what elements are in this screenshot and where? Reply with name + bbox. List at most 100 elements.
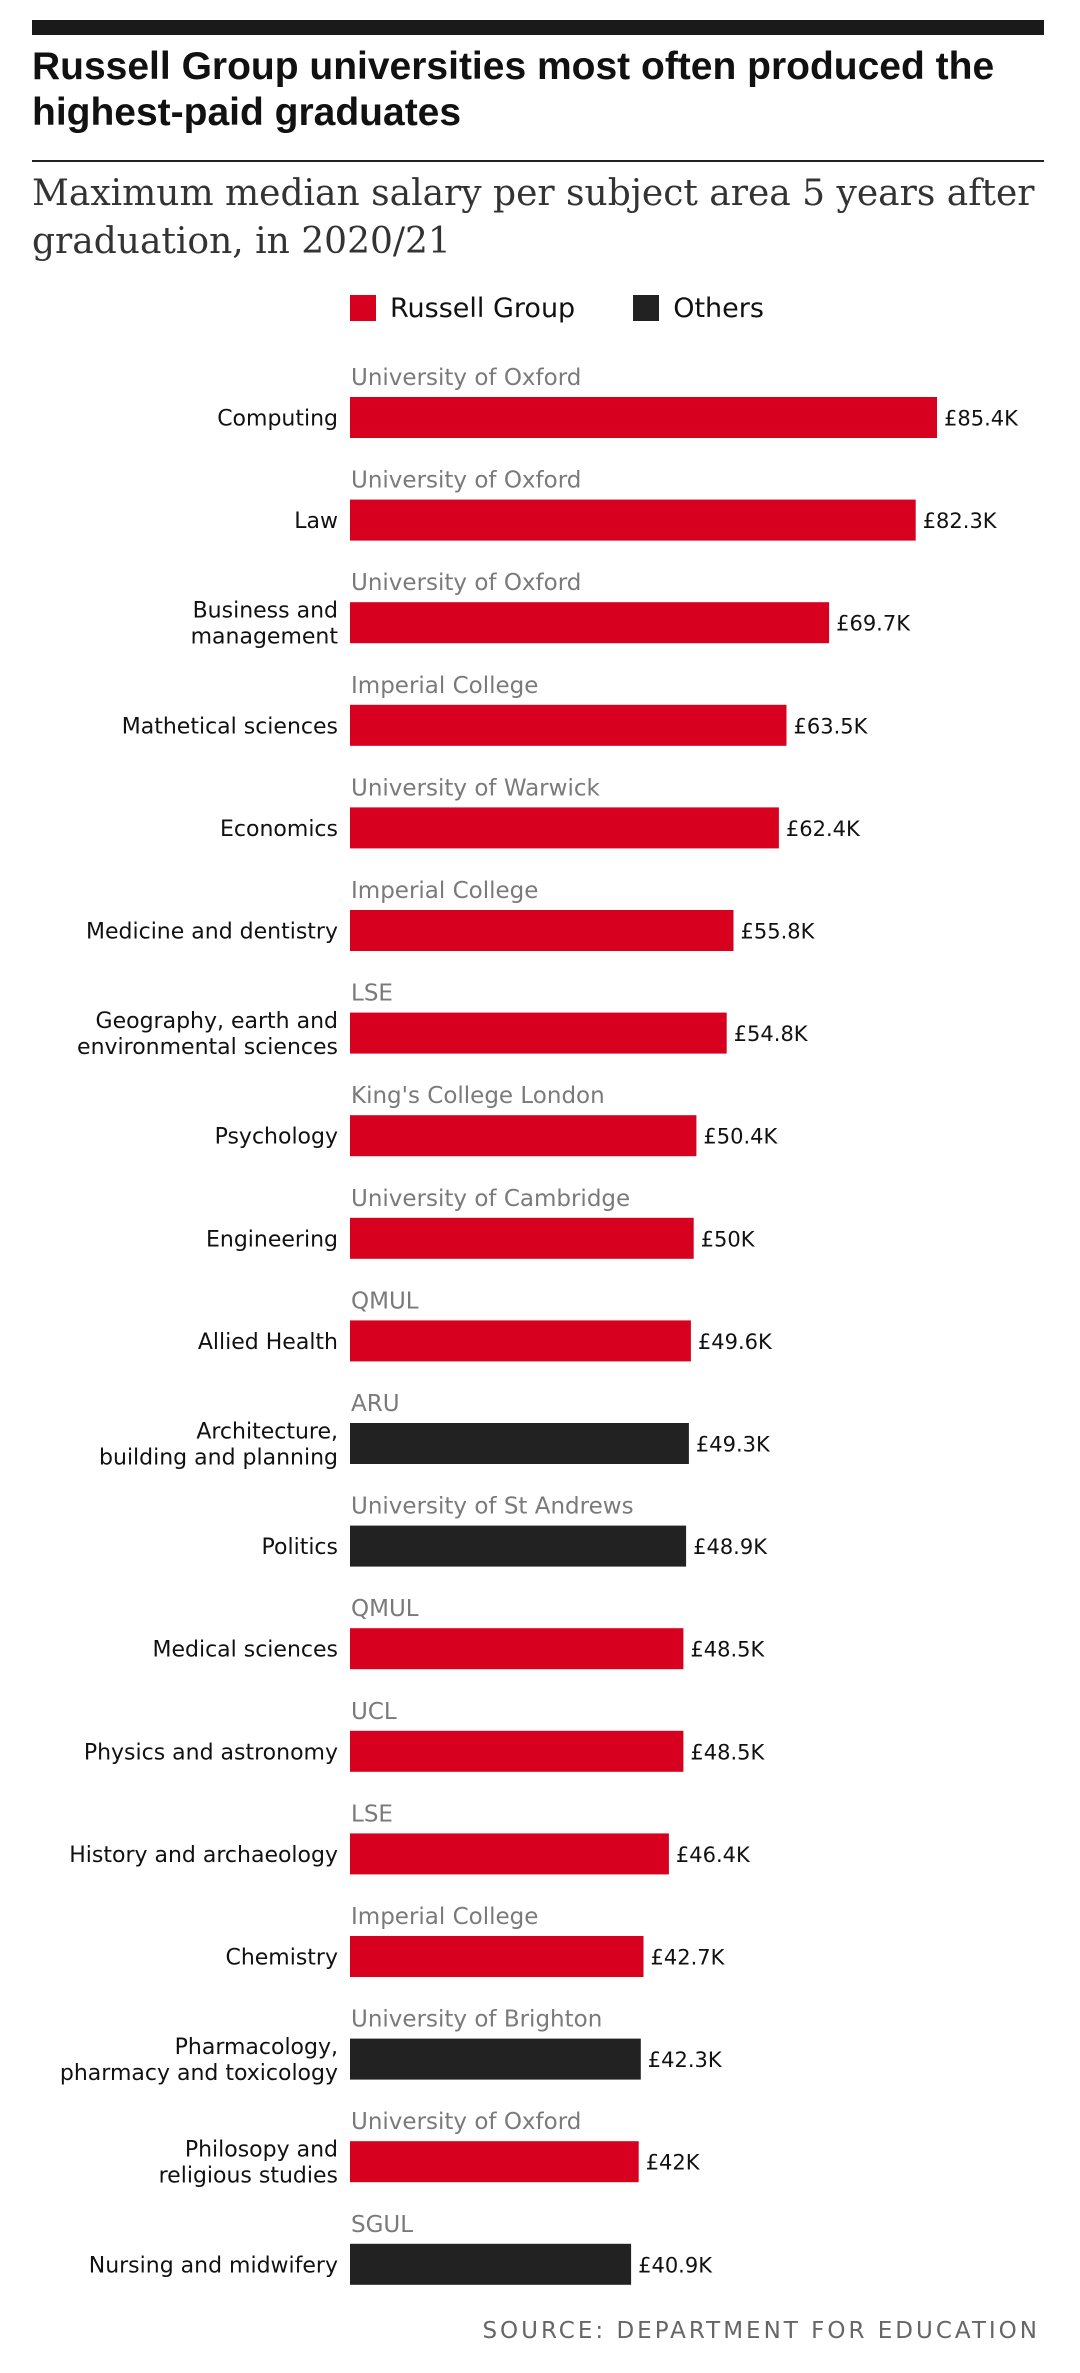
category-label-line: Chemistry [225,1946,338,1971]
bar-group-nursing-and-midwifery: SGUL £40.9K Nursing and midwifery [89,2212,713,2285]
institution-label: LSE [351,981,393,1007]
institution-label: ARU [351,1391,400,1417]
category-label-line: environmental sciences [77,1035,338,1060]
institution-label: SGUL [351,2212,413,2238]
bar-group-engineering: University of Cambridge £50K Engineering [206,1186,756,1259]
category-label-line: Business and [193,599,338,624]
bar-architecture-building-and-planning [350,1423,689,1464]
bar-history-and-archaeology [350,1833,669,1875]
bar-chemistry [350,1936,644,1977]
category-label-line: pharmacy and toxicology [60,2061,338,2086]
bar-medicine-and-dentistry [350,910,734,951]
category-label-line: Computing [217,407,338,432]
value-label: £48.5K [690,1740,765,1764]
category-label: Geography, earth and environmental scienc… [77,1009,338,1060]
category-label: Law [294,509,338,534]
institution-label: University of St Andrews [351,1494,634,1520]
bar-group-mathetical-sciences: Imperial College £63.5K Mathetical science… [122,673,869,746]
bar-group-pharmacology-pharmacy-and-toxicology: University of Brighton £42.3K Pharmacology… [60,2007,723,2087]
bar-nursing-and-midwifery [350,2243,632,2285]
category-label: Medical sciences [152,1638,338,1663]
bar-group-politics: University of St Andrews £48.9K Politics [262,1494,768,1567]
bar-group-allied-health: QMUL £49.6K Allied Health [198,1288,773,1362]
category-label-line: Economics [220,817,338,842]
category-label: Business and management [191,599,339,650]
chart-title: Russell Group universities most often pr… [32,45,995,134]
institution-label: University of Oxford [351,570,581,596]
value-label: £42K [646,2151,701,2175]
bar-group-geography-earth-and-environmental-sciences: LSE £54.8K Geography, earth and environment… [77,981,809,1061]
institution-label: University of Oxford [351,365,581,391]
category-label: Politics [262,1535,338,1560]
institution-label: King's College London [351,1083,605,1109]
category-label: Medicine and dentistry [86,920,338,945]
value-label: £55.8K [741,920,816,944]
bar-computing [350,397,937,438]
category-label: Physics and astronomy [84,1740,338,1765]
category-label: History and archaeology [69,1843,338,1868]
value-label: £54.8K [734,1022,809,1046]
institution-label: University of Oxford [351,2109,581,2135]
value-label: £50.4K [703,1125,778,1149]
value-label: £46.4K [676,1843,751,1867]
institution-label: LSE [351,1801,393,1827]
category-label: Architecture, building and planning [99,1420,338,1471]
value-label: £50K [701,1227,756,1251]
bar-group-medicine-and-dentistry: Imperial College £55.8K Medicine and denti… [86,878,816,951]
value-label: £63.5K [794,714,869,738]
bar-politics [350,1525,687,1567]
legend-swatch-russell-group [350,295,376,321]
source-note: SOURCE: DEPARTMENT FOR EDUCATION [482,2318,1040,2344]
bar-pharmacology-pharmacy-and-toxicology [350,2038,641,2080]
institution-label: Imperial College [351,878,538,904]
bar-group-economics: University of Warwick £62.4K Economics [220,775,861,849]
value-label: £85.4K [944,407,1019,431]
bar-group-computing: University of Oxford £85.4K Computing [217,365,1019,438]
category-label: Philosopy and religious studies [159,2138,338,2189]
bar-mathetical-sciences [350,704,787,746]
institution-label: Imperial College [351,1904,538,1930]
value-label: £82.3K [923,509,998,533]
legend-label-others: Others [673,292,764,324]
category-label-line: Allied Health [198,1330,338,1355]
value-label: £40.9K [638,2253,713,2277]
category-label: Chemistry [225,1946,338,1971]
category-label: Computing [217,407,338,432]
category-label-line: Pharmacology, [175,2035,338,2060]
category-label-line: Engineering [206,1227,338,1252]
category-label-line: Medical sciences [152,1638,338,1663]
bar-geography-earth-and-environmental-sciences [350,1012,727,1054]
category-label: Pharmacology, pharmacy and toxicology [60,2035,338,2086]
value-label: £48.5K [690,1638,765,1662]
category-label-line: Philosopy and [185,2138,338,2163]
institution-label: University of Warwick [351,775,600,801]
category-label-line: management [191,625,339,650]
value-label: £69.7K [836,612,911,636]
category-label: Allied Health [198,1330,338,1355]
institution-label: University of Brighton [351,2007,602,2033]
category-label-line: religious studies [159,2164,338,2189]
category-label: Mathetical sciences [122,714,338,739]
bar-business-and-management [350,602,830,644]
legend-item-russell-group: Russell Group [350,293,575,324]
category-label-line: Architecture, [196,1420,338,1445]
bar-group-history-and-archaeology: LSE £46.4K History and archaeology [69,1801,751,1875]
institution-label: QMUL [351,1596,419,1622]
title-divider [32,160,1044,162]
bar-allied-health [350,1320,691,1362]
category-label: Economics [220,817,338,842]
category-label-line: Mathetical sciences [122,714,338,739]
legend-swatch-others [633,295,660,321]
bar-group-chemistry: Imperial College £42.7K Chemistry [225,1904,726,1977]
category-label-line: History and archaeology [69,1843,338,1868]
category-label-line: Politics [262,1535,338,1560]
institution-label: QMUL [351,1288,419,1314]
category-label-line: Geography, earth and [96,1009,338,1034]
bar-medical-sciences [350,1628,684,1670]
category-label: Engineering [206,1227,338,1252]
category-label-line: Physics and astronomy [84,1740,338,1765]
value-label: £42.3K [648,2048,723,2072]
value-label: £42.7K [651,1946,726,1970]
category-label-line: Medicine and dentistry [86,920,338,945]
